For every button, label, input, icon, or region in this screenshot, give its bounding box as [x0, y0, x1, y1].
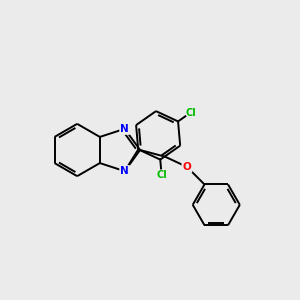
Text: Cl: Cl	[156, 170, 167, 180]
Text: N: N	[120, 166, 129, 176]
Text: N: N	[120, 124, 129, 134]
Text: Cl: Cl	[185, 107, 196, 118]
Text: O: O	[183, 162, 191, 172]
